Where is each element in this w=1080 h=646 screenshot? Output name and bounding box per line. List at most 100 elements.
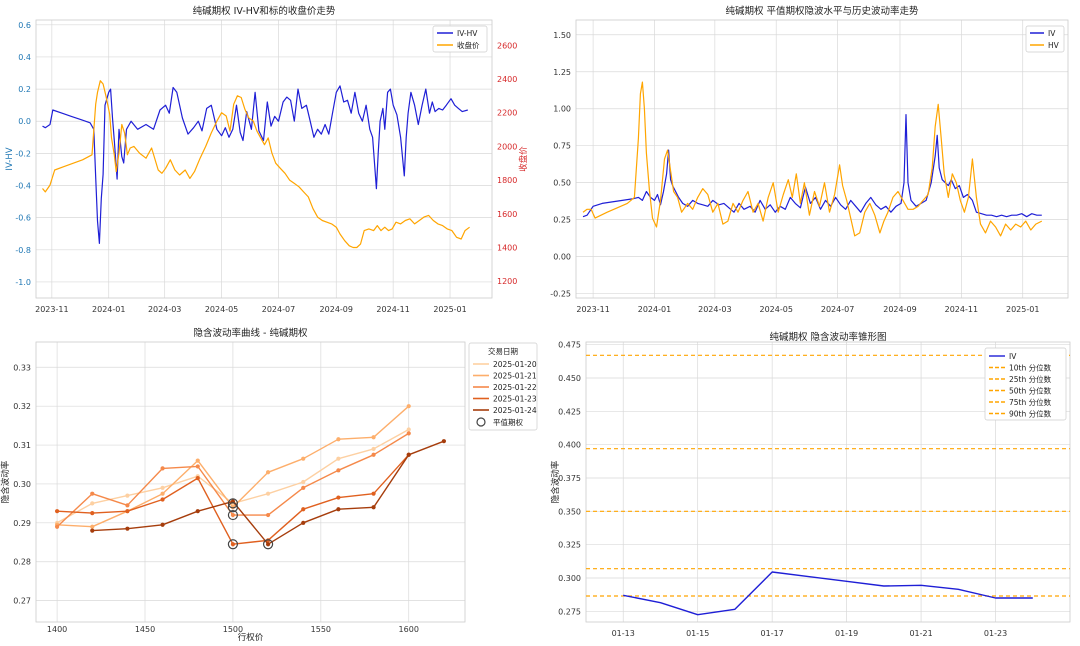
- atm-marker: [227, 539, 239, 550]
- y-tick-label: 0.31: [13, 441, 31, 450]
- chart-iv-smile: 1400 1450 1500 1550 1600 0.27 0.28 0.29 0.30 0.31…: [0, 327, 538, 643]
- series-line-hv: [582, 81, 1043, 237]
- y-tick-label: 0.350: [558, 507, 581, 516]
- x-tick-label: 2024-09: [320, 305, 353, 314]
- y2-tick-label: 2000: [497, 142, 517, 151]
- smile-point: [195, 476, 200, 481]
- series-line-close-price: [42, 80, 470, 249]
- x-tick-label: 1550: [311, 625, 331, 634]
- smile-point: [195, 464, 200, 469]
- smile-point: [265, 491, 271, 496]
- legend-label: 2025-01-23: [493, 395, 537, 404]
- y-tick-label: 0.25: [553, 216, 571, 225]
- legend-label: HV: [1048, 41, 1060, 50]
- smile-point: [371, 452, 376, 457]
- y-tick-label: 0.30: [13, 480, 31, 489]
- smile-point: [406, 427, 411, 432]
- legend: 交易日期 2025-01-20 2025-01-21 2025-01-22 2025-0…: [468, 342, 538, 431]
- x-tick-label: 2023-11: [35, 305, 68, 314]
- atm-marker: [227, 498, 239, 509]
- x-axis-label: 行权价: [238, 632, 264, 643]
- x-tick-label: 2024-07: [821, 305, 854, 314]
- legend-label: 2025-01-24: [493, 406, 537, 415]
- smile-point: [125, 526, 130, 531]
- smile-point: [301, 479, 306, 485]
- smile-point: [54, 524, 60, 529]
- y-tick-label: 1.50: [553, 31, 571, 40]
- smile-point: [125, 509, 130, 514]
- plot-frame: [575, 19, 1069, 299]
- atm-marker: [227, 509, 239, 521]
- smile-point: [160, 485, 165, 490]
- y-tick-label: 0.75: [553, 142, 571, 151]
- x-tick-label: 2024-05: [760, 305, 793, 314]
- smile-point: [54, 509, 60, 514]
- legend-label: IV-HV: [457, 29, 478, 38]
- y-tick-label: 1.00: [553, 105, 571, 114]
- chart-iv-cone: 01-13 01-15 01-17 01-19 01-21 01-23 0.275 0.300…: [550, 331, 1071, 638]
- chart-iv-hv-levels: 2023-11 2024-01 2024-03 2024-05 2024-07 2024-…: [550, 5, 1069, 314]
- x-tick-label: 2024-09: [883, 305, 916, 314]
- plot-frame: [585, 341, 1071, 623]
- y-tick-label: 0.00: [553, 253, 571, 262]
- smile-point: [90, 528, 95, 533]
- smile-point: [265, 470, 271, 475]
- x-tick-label: 2024-03: [148, 305, 181, 314]
- y2-tick-label: 2400: [497, 75, 517, 84]
- x-tick-label: 2025-01: [1006, 305, 1039, 314]
- smile-point: [90, 511, 95, 516]
- legend: IV-HV 收盘价: [432, 25, 488, 53]
- legend-label: 50th 分位数: [1009, 386, 1052, 396]
- x-tick-label: 2024-07: [262, 305, 295, 314]
- smile-point: [195, 509, 200, 514]
- atm-marker: [262, 539, 274, 550]
- legend: IV HV: [1025, 25, 1065, 53]
- y-tick-label: 0.6: [18, 21, 31, 30]
- y-tick-label: -0.25: [550, 290, 571, 299]
- legend-label: 75th 分位数: [1009, 397, 1052, 407]
- chart-title: 纯碱期权 隐含波动率锥形图: [769, 331, 886, 343]
- x-tick-label: 1450: [135, 625, 155, 634]
- chart-title: 纯碱期权 平值期权隐波水平与历史波动率走势: [725, 5, 919, 17]
- smile-point: [301, 520, 306, 525]
- y2-tick-label: 2200: [497, 109, 517, 118]
- y-tick-label: 0.4: [18, 53, 31, 62]
- y-tick-label: -0.2: [15, 149, 31, 158]
- smile-point: [406, 452, 411, 457]
- smile-point: [336, 468, 341, 473]
- atm-marker: [227, 502, 239, 513]
- smile-point: [336, 507, 341, 512]
- x-tick-label: 1400: [47, 625, 67, 634]
- chart-title: 隐含波动率曲线 - 纯碱期权: [194, 327, 308, 339]
- legend-box: [984, 347, 1067, 421]
- x-tick-label: 2024-05: [205, 305, 238, 314]
- x-tick-label: 2024-03: [698, 305, 731, 314]
- legend-label: 2025-01-20: [493, 360, 537, 369]
- smile-point: [371, 446, 376, 452]
- y-tick-label: 0.32: [13, 402, 31, 411]
- legend-label: 90th 分位数: [1009, 409, 1052, 419]
- smile-point: [230, 542, 236, 547]
- smile-point: [90, 501, 95, 506]
- y-tick-label: -0.8: [15, 246, 31, 255]
- y-tick-label: 0.275: [558, 607, 581, 616]
- y-tick-label: 1.25: [553, 68, 571, 77]
- x-tick-label: 01-21: [909, 629, 932, 638]
- smile-point: [301, 485, 306, 490]
- y-tick-label: -0.4: [15, 182, 31, 191]
- y2-tick-label: 1800: [497, 176, 517, 185]
- y-axis-label: IV-HV: [5, 147, 15, 170]
- series-line-iv: [623, 571, 1033, 616]
- y2-tick-label: 1200: [497, 277, 517, 286]
- smile-point: [371, 491, 376, 496]
- smile-point: [441, 439, 447, 444]
- x-tick-label: 2025-01: [433, 305, 466, 314]
- series-line-iv-hv: [42, 85, 468, 244]
- x-tick-label: 2024-11: [945, 305, 978, 314]
- legend-label: 2025-01-22: [493, 383, 537, 392]
- x-tick-label: 01-13: [612, 629, 635, 638]
- y-tick-label: 0.325: [558, 541, 581, 550]
- y-tick-label: 0.450: [558, 374, 581, 383]
